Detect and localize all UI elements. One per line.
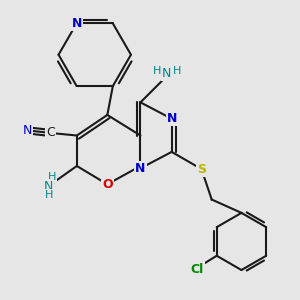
Text: S: S xyxy=(197,163,206,176)
Text: N: N xyxy=(167,112,177,125)
Text: N: N xyxy=(135,162,146,175)
Text: Cl: Cl xyxy=(190,263,204,276)
Text: N: N xyxy=(22,124,32,137)
Text: C: C xyxy=(46,126,55,140)
Text: H: H xyxy=(44,190,53,200)
Text: O: O xyxy=(102,178,112,191)
Text: H: H xyxy=(48,172,56,182)
Text: N: N xyxy=(44,180,53,193)
Text: N: N xyxy=(162,67,172,80)
Text: N: N xyxy=(71,17,82,30)
Text: H: H xyxy=(172,66,181,76)
Text: H: H xyxy=(153,66,161,76)
